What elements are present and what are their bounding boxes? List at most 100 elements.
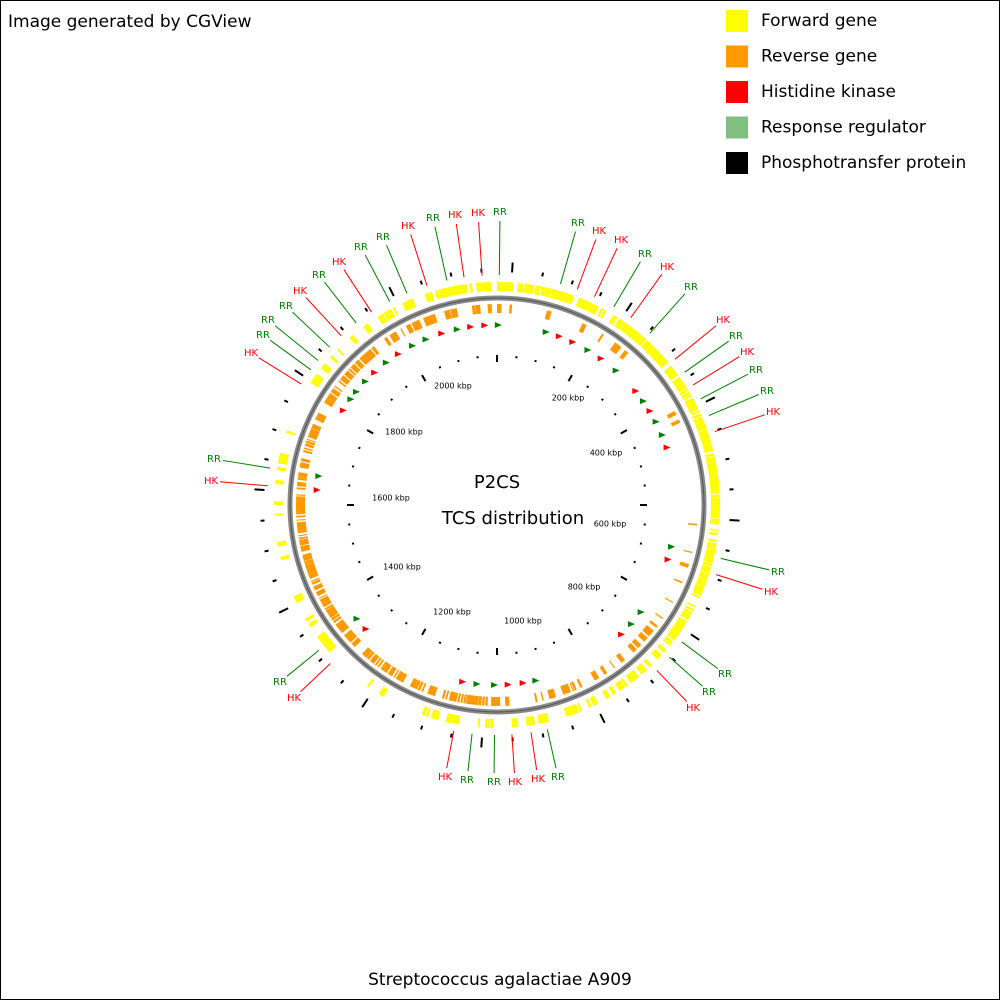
feature-leader xyxy=(613,261,641,308)
feature-leader xyxy=(716,574,763,590)
reverse-gene xyxy=(571,681,577,691)
forward-gene xyxy=(708,531,719,536)
forward-gene xyxy=(314,373,325,382)
inner-tick xyxy=(351,542,355,545)
legend-swatch xyxy=(726,81,748,103)
forward-gene xyxy=(657,357,667,367)
reverse-gene xyxy=(315,588,325,594)
reverse-gene xyxy=(505,696,510,706)
forward-gene xyxy=(566,294,575,305)
feature-marker xyxy=(658,431,666,438)
reverse-gene xyxy=(393,669,400,679)
feature-leader xyxy=(386,245,408,294)
feature-leader xyxy=(692,356,740,386)
forward-gene xyxy=(320,363,332,374)
reverse-gene xyxy=(296,518,306,521)
feature-label: RR xyxy=(256,330,270,341)
reverse-gene xyxy=(302,554,313,562)
reverse-gene xyxy=(591,670,600,681)
reverse-gene xyxy=(325,605,335,613)
reverse-gene xyxy=(306,438,316,443)
reverse-gene xyxy=(359,355,369,366)
feature-marker xyxy=(597,355,605,362)
scale-label: 1600 kbp xyxy=(372,494,410,503)
feature-marker xyxy=(353,615,361,622)
outer-tick xyxy=(419,280,423,285)
forward-gene xyxy=(585,301,593,312)
forward-gene xyxy=(648,347,658,357)
reverse-gene xyxy=(497,304,502,314)
reverse-gene xyxy=(311,578,321,585)
reverse-gene xyxy=(330,388,341,398)
feature-marker xyxy=(555,333,563,340)
feature-leader xyxy=(684,340,729,373)
inner-tick xyxy=(620,575,628,581)
forward-gene xyxy=(672,376,682,386)
outer-tick xyxy=(571,725,575,730)
reverse-gene xyxy=(384,336,392,347)
reverse-gene xyxy=(431,313,438,324)
feature-leader xyxy=(364,254,391,302)
reverse-gene xyxy=(377,659,385,668)
scale-label: 1400 kbp xyxy=(383,563,421,572)
reverse-gene xyxy=(304,561,315,568)
outer-tick xyxy=(690,372,695,377)
reverse-gene xyxy=(326,607,337,616)
outer-tick xyxy=(729,519,740,522)
legend-swatch xyxy=(726,45,748,68)
outer-tick xyxy=(625,698,630,703)
reverse-gene xyxy=(337,621,348,631)
reverse-gene xyxy=(298,533,308,537)
forward-gene xyxy=(692,586,704,596)
feature-marker xyxy=(569,338,577,345)
outer-tick xyxy=(254,488,265,491)
feature-leader xyxy=(530,732,538,771)
reverse-gene xyxy=(478,696,482,706)
feature-leader xyxy=(700,373,749,400)
reverse-gene xyxy=(560,685,566,695)
forward-gene xyxy=(636,663,648,675)
forward-gene xyxy=(589,695,599,707)
forward-gene xyxy=(600,309,607,319)
reverse-gene xyxy=(319,595,329,602)
inner-tick xyxy=(567,374,573,382)
outer-tick xyxy=(449,733,453,738)
forward-gene xyxy=(659,360,669,369)
feature-label: HK xyxy=(686,703,701,714)
scale-label: 600 kbp xyxy=(594,520,627,529)
forward-gene xyxy=(666,368,677,379)
forward-gene xyxy=(276,466,287,472)
reverse-gene xyxy=(304,443,315,449)
forward-gene xyxy=(652,352,663,362)
reverse-gene xyxy=(351,637,360,645)
feature-leader xyxy=(324,281,357,324)
legend-label: Reverse gene xyxy=(761,47,877,67)
reverse-gene xyxy=(296,487,306,490)
reverse-gene xyxy=(427,685,432,695)
reverse-gene xyxy=(687,523,698,526)
feature-marker xyxy=(371,369,379,376)
reverse-gene xyxy=(649,620,658,628)
feature-marker xyxy=(639,398,647,405)
forward-gene xyxy=(608,314,617,325)
feature-label: HK xyxy=(471,208,486,219)
forward-gene xyxy=(710,487,720,494)
forward-gene xyxy=(666,633,676,641)
outer-tick xyxy=(420,725,424,730)
forward-gene xyxy=(525,716,529,727)
forward-gene xyxy=(697,426,707,432)
forward-gene xyxy=(278,452,289,462)
forward-gene xyxy=(620,678,629,688)
reverse-gene xyxy=(307,569,318,577)
feature-marker xyxy=(362,378,370,385)
outer-tick xyxy=(364,307,369,312)
reverse-gene xyxy=(673,578,683,584)
inner-tick xyxy=(457,359,460,363)
reverse-gene xyxy=(474,695,479,706)
feature-marker xyxy=(352,388,360,395)
reverse-gene xyxy=(447,309,452,320)
reverse-gene xyxy=(441,689,447,699)
feature-label: RR xyxy=(551,772,565,783)
inner-tick xyxy=(366,575,374,581)
legend-label: Histidine kinase xyxy=(761,82,896,102)
